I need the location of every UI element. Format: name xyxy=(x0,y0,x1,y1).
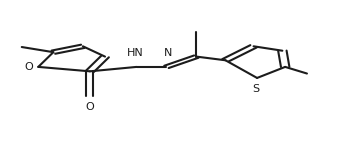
Text: O: O xyxy=(24,62,33,72)
Text: O: O xyxy=(86,102,94,111)
Text: N: N xyxy=(164,48,172,58)
Text: S: S xyxy=(252,84,259,94)
Text: HN: HN xyxy=(126,48,143,58)
